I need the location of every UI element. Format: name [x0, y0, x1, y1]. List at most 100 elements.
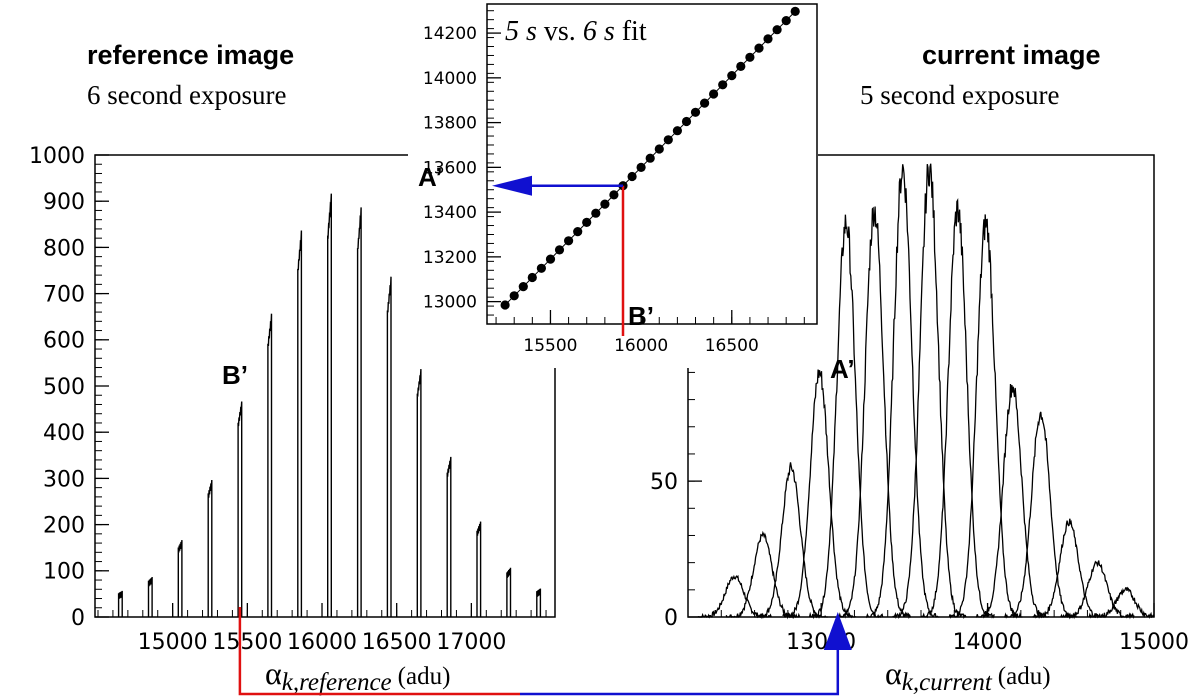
current-xlabel-symbol: α	[885, 655, 902, 691]
reference-title: reference image	[87, 40, 294, 70]
fit-point	[627, 171, 637, 182]
reference-peak	[207, 479, 213, 617]
reference-xlabel: αk,reference (adu)	[265, 655, 450, 696]
fit-point	[509, 291, 519, 301]
connector-arrows	[238, 175, 852, 696]
reference-peak	[356, 207, 362, 617]
fit-point	[681, 116, 692, 127]
fit-marker-a-label: A’	[418, 162, 443, 192]
fit-point	[672, 126, 683, 136]
reference-peak	[476, 521, 482, 617]
fit-title-part-f: fit	[622, 16, 647, 47]
reference-x-axis: 15000 15500 16000 16500 17000	[97, 603, 547, 655]
reference-y-tick-label: 400	[43, 421, 85, 446]
fit-point	[727, 71, 737, 81]
current-peak	[837, 206, 911, 620]
fit-point	[763, 34, 773, 44]
reference-y-axis: 0 100 200 300 400 500 600 700 800 900 1000	[29, 144, 109, 631]
fit-point	[573, 227, 583, 237]
reference-y-tick-label: 800	[43, 236, 85, 261]
fit-title-part-c: vs.	[544, 16, 576, 47]
fit-point	[645, 153, 655, 163]
fit-title-part-e: s	[604, 16, 615, 47]
reference-peak	[147, 576, 153, 617]
fit-point	[582, 217, 592, 227]
reference-y-tick-label: 200	[43, 514, 85, 539]
fit-x-tick-label: 16000	[614, 336, 668, 356]
fit-point	[700, 98, 710, 108]
reference-peak	[267, 313, 273, 617]
fit-y-tick-label: 13800	[423, 114, 477, 134]
fit-point	[609, 190, 619, 200]
reference-x-tick-label: 15500	[212, 630, 282, 655]
reference-peak	[386, 276, 392, 617]
current-peak	[975, 383, 1050, 619]
fit-title-part-a: 5	[505, 16, 519, 47]
reference-xlabel-symbol: α	[265, 655, 282, 691]
current-peak	[1032, 518, 1107, 619]
fit-point	[718, 80, 728, 90]
fit-inset: 5 s vs. 6 s fit 13000132001340013600138001400…	[408, 0, 818, 368]
current-peak	[1004, 411, 1078, 619]
reference-peak	[177, 540, 183, 617]
reference-xlabel-subscript: k,reference	[282, 669, 392, 696]
fit-x-tick-label: 15500	[523, 336, 577, 356]
reference-x-tick-label: 15000	[138, 630, 208, 655]
fit-point	[500, 300, 510, 310]
reference-histogram: 0 100 200 300 400 500 600 700 800 900 1000 15000 15…	[29, 144, 556, 696]
reference-peak	[327, 193, 332, 617]
fit-point	[709, 89, 719, 99]
fit-point	[554, 245, 565, 255]
current-xlabel-subscript: k,current	[902, 669, 993, 696]
fit-title-part-d: 6	[583, 16, 597, 47]
fit-point	[772, 25, 782, 35]
reference-peak	[506, 567, 512, 617]
current-connector-blue	[520, 642, 840, 696]
reference-y-tick-label: 700	[43, 283, 85, 308]
fit-y-tick-label: 13600	[423, 158, 477, 178]
fit-point	[654, 144, 664, 154]
fit-point	[690, 107, 701, 117]
fit-point	[663, 135, 673, 145]
reference-subtitle: 6 second exposure	[87, 80, 286, 110]
current-peak	[1088, 586, 1155, 619]
fit-y-tick-label: 13000	[423, 293, 477, 313]
reference-y-tick-label: 100	[43, 560, 85, 585]
current-peak	[920, 198, 995, 619]
reference-peak	[446, 456, 452, 617]
reference-connector-red	[238, 607, 520, 696]
reference-y-tick-label: 600	[43, 329, 85, 354]
current-peak	[697, 574, 772, 620]
current-peaks	[697, 163, 1155, 620]
current-x-tick-label: 15000	[1119, 630, 1189, 655]
reference-peak	[416, 369, 422, 617]
current-x-axis: 13000 14000 15000	[687, 603, 1189, 655]
fit-y-axis: 13000 13200 13400 13600 13800 14000 14200	[423, 10, 501, 325]
current-y-tick-label: 0	[664, 606, 678, 631]
reference-marker-label: B’	[222, 360, 248, 390]
fit-x-axis: 15500 16000 16500	[495, 310, 805, 356]
fit-y-tick-label: 13200	[423, 248, 477, 268]
fit-point	[536, 263, 547, 273]
current-peak	[865, 164, 940, 619]
fit-y-tick-label: 14200	[423, 24, 477, 44]
reference-peaks	[117, 193, 542, 617]
reference-y-tick-label: 300	[43, 467, 85, 492]
current-xlabel: αk,current (adu)	[885, 655, 1051, 696]
reference-y-tick-label: 900	[43, 190, 85, 215]
fit-point	[591, 208, 601, 218]
reference-x-tick-label: 17000	[436, 630, 506, 655]
current-xlabel-unit: (adu)	[998, 663, 1051, 690]
current-peak	[782, 369, 857, 619]
current-peak	[808, 214, 884, 620]
current-peak	[948, 214, 1023, 619]
fit-title-part-b: s	[526, 16, 537, 47]
reference-peak	[117, 590, 123, 617]
fit-arrowhead	[492, 175, 532, 196]
fit-points	[500, 6, 800, 310]
reference-y-tick-label: 1000	[29, 144, 85, 169]
fit-point	[518, 282, 528, 292]
fit-y-tick-label: 13400	[423, 203, 477, 223]
